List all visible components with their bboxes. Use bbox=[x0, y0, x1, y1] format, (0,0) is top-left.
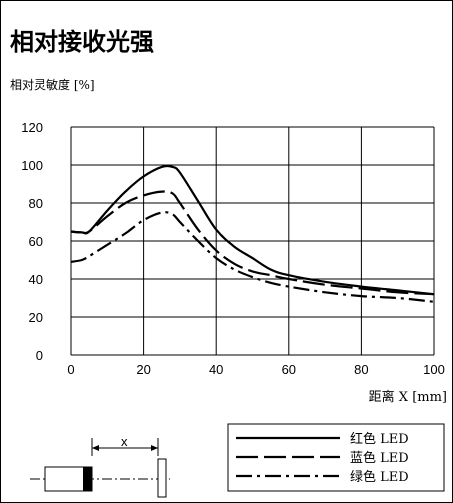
sensor-lens bbox=[83, 467, 92, 491]
page-title: 相对接收光强 bbox=[10, 27, 154, 56]
legend: 红色 LED 蓝色 LED 绿色 LED bbox=[227, 423, 445, 492]
legend-label-red: 红色 LED bbox=[350, 431, 409, 447]
y-tick-label: 100 bbox=[21, 158, 43, 173]
y-tick-label: 20 bbox=[29, 310, 43, 325]
x-tick-label: 80 bbox=[354, 362, 368, 377]
y-tick-label: 0 bbox=[36, 348, 43, 363]
series-line-red bbox=[70, 164, 435, 296]
legend-label-blue: 蓝色 LED bbox=[350, 450, 409, 466]
chart-series bbox=[70, 164, 435, 303]
y-tick-label: 40 bbox=[29, 272, 43, 287]
y-tick-label: 120 bbox=[21, 120, 43, 135]
series-line-green bbox=[70, 211, 435, 303]
y-tick-label: 60 bbox=[29, 234, 43, 249]
series-line-blue bbox=[70, 190, 435, 296]
sensor-diagram: x bbox=[30, 434, 170, 498]
y-tick-label: 80 bbox=[29, 196, 43, 211]
x-axis-label: 距离 X [mm] bbox=[368, 390, 447, 405]
y-axis-label: 相对灵敏度 [%] bbox=[10, 78, 95, 92]
dimension-label: x bbox=[121, 434, 128, 449]
target-plate bbox=[157, 458, 167, 498]
x-tick-label: 60 bbox=[282, 362, 296, 377]
chart-grid bbox=[70, 126, 435, 356]
legend-label-green: 绿色 LED bbox=[350, 469, 409, 485]
dimension-arrow-left bbox=[92, 445, 99, 451]
axis-ticks: 0 20 40 60 80 100 0 20 40 60 80 100 120 bbox=[21, 120, 445, 377]
x-tick-label: 20 bbox=[136, 362, 150, 377]
x-tick-label: 100 bbox=[423, 362, 445, 377]
dimension-arrow-right bbox=[151, 445, 158, 451]
x-tick-label: 0 bbox=[67, 362, 74, 377]
x-tick-label: 40 bbox=[209, 362, 223, 377]
